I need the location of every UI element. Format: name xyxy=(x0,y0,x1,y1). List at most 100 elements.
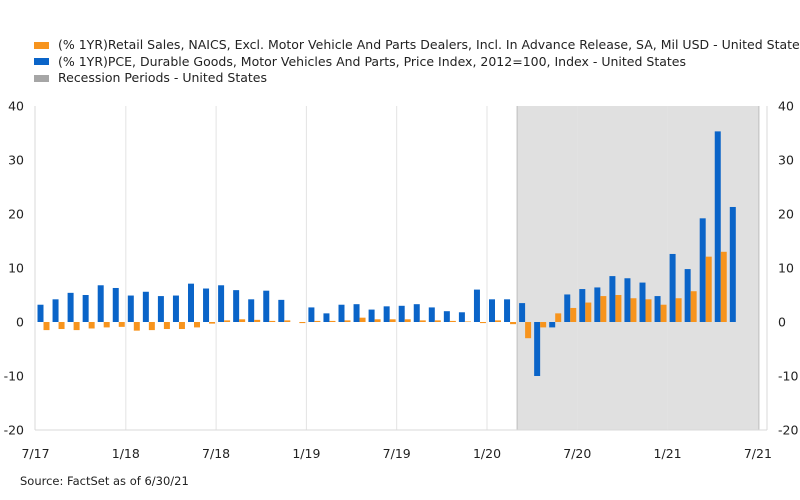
bar-pce xyxy=(97,285,104,322)
y-tick-label-right: 0 xyxy=(778,315,786,330)
bar-pce xyxy=(579,289,586,322)
bar-retail-sales xyxy=(675,298,682,322)
bar-pce xyxy=(142,291,149,322)
legend-swatch-pce xyxy=(34,58,49,66)
bar-retail-sales xyxy=(103,322,110,328)
bar-retail-sales xyxy=(118,322,125,327)
y-tick-label-right: 30 xyxy=(778,153,794,168)
legend-swatch-retail-sales xyxy=(34,41,49,49)
bar-pce xyxy=(534,322,541,376)
bar-retail-sales xyxy=(58,322,65,330)
bar-pce xyxy=(594,287,601,322)
bar-retail-sales xyxy=(720,251,727,322)
bar-pce xyxy=(564,294,571,322)
bar-pce xyxy=(233,290,240,322)
y-tick-label-right: -20 xyxy=(778,423,798,438)
legend-label-pce: (% 1YR)PCE, Durable Goods, Motor Vehicle… xyxy=(58,53,687,69)
bar-retail-sales xyxy=(404,319,411,322)
x-tick-label: 7/21 xyxy=(744,446,772,461)
bar-pce xyxy=(504,299,511,322)
x-tick-label: 1/20 xyxy=(473,446,501,461)
bar-pce xyxy=(699,218,706,322)
bar-pce xyxy=(323,313,330,322)
x-tick-label: 7/19 xyxy=(383,446,411,461)
y-tick-label-left: -20 xyxy=(4,423,24,438)
y-tick-label-left: 30 xyxy=(8,153,24,168)
bar-pce xyxy=(398,305,405,322)
bar-retail-sales xyxy=(209,322,216,324)
legend-item-pce: (% 1YR)PCE, Durable Goods, Motor Vehicle… xyxy=(34,54,800,71)
legend: (% 1YR)Retail Sales, NAICS, Excl. Motor … xyxy=(34,37,800,87)
bar-pce xyxy=(112,287,119,322)
bar-retail-sales xyxy=(705,256,712,322)
y-tick-label-right: -10 xyxy=(778,369,798,384)
bar-retail-sales xyxy=(525,322,532,339)
bar-retail-sales xyxy=(224,320,231,322)
bar-pce xyxy=(428,307,435,322)
bar-retail-sales xyxy=(464,321,471,322)
bar-pce xyxy=(353,304,360,322)
y-tick-label-left: 10 xyxy=(8,261,24,276)
bar-retail-sales xyxy=(314,320,321,322)
bar-pce xyxy=(368,309,375,322)
bar-pce xyxy=(308,307,315,322)
bar-retail-sales xyxy=(163,322,170,330)
x-tick-label: 1/18 xyxy=(112,446,140,461)
bar-pce xyxy=(714,131,721,322)
bar-pce xyxy=(624,278,631,322)
bar-retail-sales xyxy=(269,320,276,322)
legend-item-retail-sales: (% 1YR)Retail Sales, NAICS, Excl. Motor … xyxy=(34,37,800,54)
y-tick-label-left: 20 xyxy=(8,207,24,222)
bar-pce xyxy=(413,304,420,322)
bar-pce xyxy=(263,290,270,322)
bar-pce xyxy=(639,282,646,322)
bar-pce xyxy=(443,311,450,322)
bar-retail-sales xyxy=(690,291,697,322)
ticks-layer: -20 -20 -10 -10 0 0 10 10 20 20 30 30 40 40 7/17 1/18 7/… xyxy=(4,99,799,462)
bar-pce xyxy=(278,299,285,322)
bar-pce xyxy=(127,295,134,322)
source-note: Source: FactSet as of 6/30/21 xyxy=(20,474,189,488)
bar-pce xyxy=(82,295,89,322)
bar-retail-sales xyxy=(630,298,637,322)
bar-retail-sales xyxy=(510,322,517,325)
bar-retail-sales xyxy=(615,295,622,322)
bar-pce xyxy=(157,296,164,322)
bar-pce xyxy=(609,276,616,322)
y-tick-label-left: 40 xyxy=(8,99,24,114)
bar-retail-sales xyxy=(239,319,246,322)
bar-retail-sales xyxy=(73,322,80,331)
bar-retail-sales xyxy=(585,302,592,322)
bar-pce xyxy=(338,304,345,322)
bar-pce xyxy=(684,269,691,322)
legend-label-retail-sales: (% 1YR)Retail Sales, NAICS, Excl. Motor … xyxy=(58,37,800,52)
bar-retail-sales xyxy=(299,322,306,324)
bar-retail-sales xyxy=(43,322,50,331)
bar-retail-sales xyxy=(374,319,381,322)
bar-retail-sales xyxy=(434,320,441,322)
bar-retail-sales xyxy=(148,322,155,331)
bar-retail-sales xyxy=(133,322,140,331)
bar-pce xyxy=(248,299,255,322)
bar-pce xyxy=(473,289,480,322)
legend-item-recession: Recession Periods - United States xyxy=(34,70,800,87)
y-tick-label-right: 10 xyxy=(778,261,794,276)
bar-pce xyxy=(489,299,495,322)
bar-retail-sales xyxy=(479,322,486,324)
bar-pce xyxy=(458,312,465,322)
bar-retail-sales xyxy=(660,304,667,322)
bar-pce xyxy=(519,303,526,322)
bar-pce xyxy=(67,292,74,322)
bar-retail-sales xyxy=(540,322,547,328)
x-tick-label: 1/19 xyxy=(292,446,320,461)
bar-pce xyxy=(188,283,194,322)
bar-retail-sales xyxy=(88,322,95,329)
bar-pce xyxy=(37,304,44,322)
bar-retail-sales xyxy=(600,296,607,322)
legend-swatch-recession xyxy=(34,74,49,82)
bar-pce xyxy=(218,285,225,322)
bar-pce xyxy=(669,253,676,322)
bar-retail-sales xyxy=(495,320,501,322)
bar-retail-sales xyxy=(344,320,351,322)
